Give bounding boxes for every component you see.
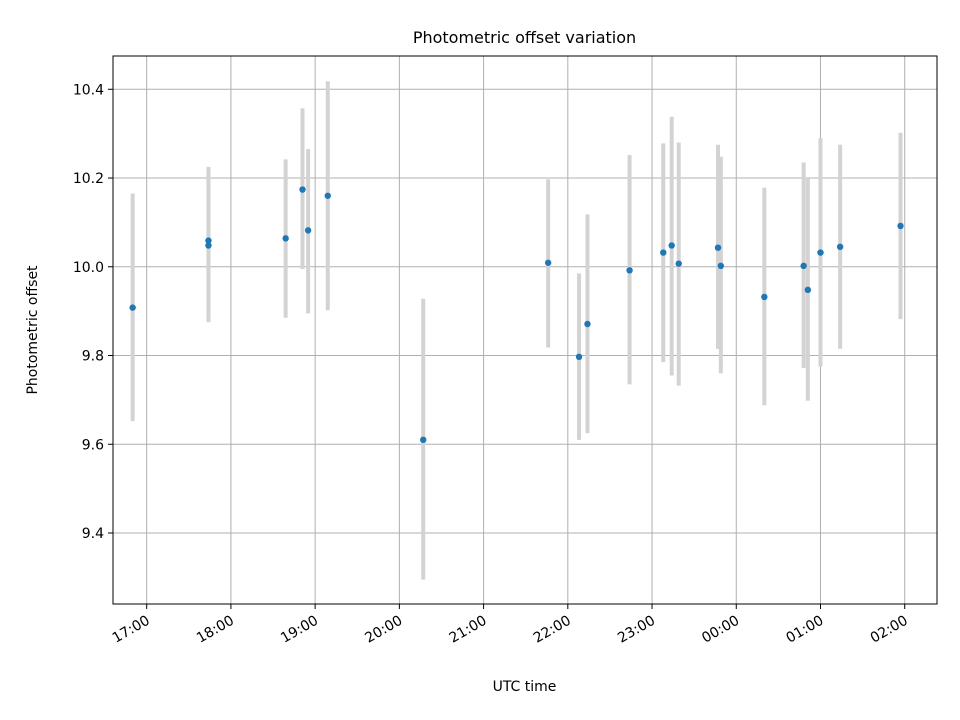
y-tick-label: 10.2 (73, 171, 104, 187)
data-point (129, 304, 136, 311)
data-point (205, 237, 212, 244)
x-tick-label: 23:00 (615, 613, 658, 647)
data-point (714, 244, 722, 251)
data-point (205, 242, 212, 249)
x-tick-label: 20:00 (362, 613, 405, 647)
data-point (575, 353, 583, 361)
data-point (420, 436, 427, 444)
x-tick-label: 02:00 (868, 613, 911, 647)
y-tick-label: 10.4 (73, 82, 104, 98)
data-point (324, 192, 331, 199)
data-point (800, 262, 807, 270)
x-tick-label: 00:00 (699, 613, 742, 647)
grid (113, 56, 937, 604)
y-axis-ticks: 9.4 9.6 9.8 10.0 10.2 10.4 (73, 82, 113, 542)
data-point (282, 235, 289, 242)
data-point (626, 267, 633, 274)
error-bars (130, 81, 903, 580)
x-axis-ticks: 17:00 18:00 19:00 20:00 21:00 22:00 23:00 00:00… (110, 604, 911, 647)
y-tick-label: 9.6 (82, 437, 104, 453)
y-tick-label: 9.8 (82, 349, 104, 365)
x-tick-label: 22:00 (531, 613, 574, 647)
chart-title: Photometric offset variation (413, 28, 636, 47)
data-point (897, 222, 904, 230)
x-tick-label: 01:00 (784, 613, 827, 647)
plot-frame (112, 55, 938, 605)
data-point (584, 320, 591, 328)
data-point (717, 262, 725, 270)
data-point (660, 249, 667, 256)
data-point (299, 186, 306, 193)
data-point (668, 242, 675, 249)
data-point (675, 260, 682, 267)
data-points (129, 186, 904, 444)
x-tick-label: 18:00 (194, 613, 237, 647)
data-point (836, 243, 844, 251)
y-axis-label: Photometric offset (25, 265, 41, 395)
data-point (544, 259, 552, 266)
data-point (761, 293, 768, 301)
x-axis-label: UTC time (493, 679, 557, 695)
data-point (817, 249, 824, 256)
y-tick-label: 10.0 (73, 260, 104, 276)
x-tick-label: 19:00 (278, 613, 321, 647)
x-tick-label: 17:00 (110, 613, 153, 647)
x-tick-label: 21:00 (447, 613, 490, 647)
data-point (304, 227, 312, 234)
y-tick-label: 9.4 (82, 526, 104, 542)
data-point (804, 286, 812, 294)
